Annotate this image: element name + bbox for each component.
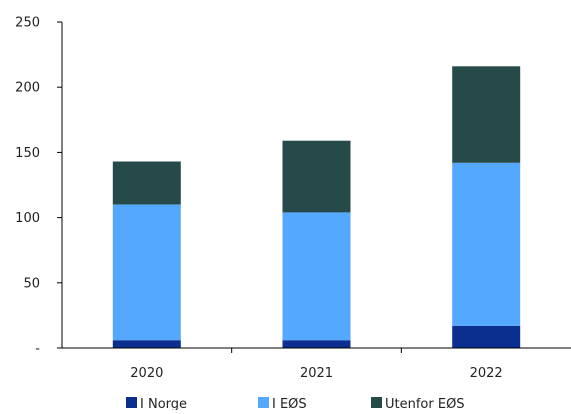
y-tick-label-150: 150 — [15, 146, 40, 161]
legend-swatch-1 — [258, 397, 269, 408]
legend-swatch-0 — [126, 397, 137, 408]
bar-2020-series-0 — [112, 340, 181, 348]
bar-2021-series-2 — [282, 140, 351, 213]
axes-group: - 50 100 150 200 250 2020 2021 2022 — [15, 16, 571, 381]
bar-2022-series-0 — [452, 325, 521, 348]
legend: I Norge I EØS Utenfor EØS — [126, 397, 465, 412]
bar-2022-series-1 — [452, 162, 521, 326]
bar-2022-series-2 — [452, 66, 521, 163]
bars-group — [112, 66, 521, 348]
y-tick-label-200: 200 — [15, 81, 40, 96]
legend-swatch-2 — [371, 397, 382, 408]
x-tick-label-2022: 2022 — [470, 366, 503, 381]
x-tick-label-2021: 2021 — [300, 366, 333, 381]
y-tick-label-50: 50 — [23, 276, 40, 291]
y-tick-label-250: 250 — [15, 16, 40, 31]
y-tick-label-100: 100 — [15, 211, 40, 226]
legend-label-2: Utenfor EØS — [385, 397, 465, 410]
bar-2021-series-0 — [282, 340, 351, 348]
legend-label-1: I EØS — [272, 397, 307, 410]
x-tick-label-2020: 2020 — [130, 366, 163, 381]
bar-2021-series-1 — [282, 212, 351, 341]
bar-2020-series-2 — [112, 161, 181, 205]
y-tick-label-0: - — [35, 342, 40, 357]
bar-2020-series-1 — [112, 204, 181, 341]
legend-label-0: I Norge — [140, 397, 187, 410]
